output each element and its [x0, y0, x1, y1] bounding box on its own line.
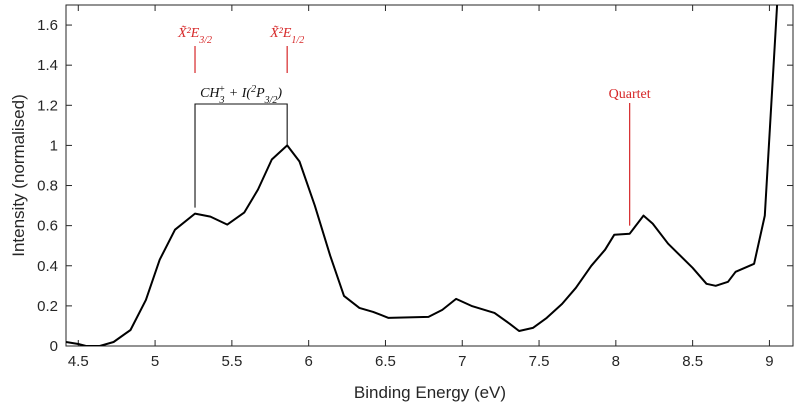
- x-tick-label: 6: [304, 353, 312, 370]
- x-tick-label: 9: [765, 353, 773, 370]
- x-tick-label: 8.5: [682, 353, 703, 370]
- annotation-bracket-label: CH3+ + I(2P3/2): [200, 84, 282, 106]
- y-axis-label: Intensity (normalised): [9, 94, 28, 257]
- y-tick-label: 0.8: [37, 178, 58, 195]
- y-tick-label: 0: [50, 338, 58, 355]
- axis-ticks: 4.5 5 5.5 6 6.5 7 7.5 8 8.5 9 0 0.2 0.4 0.6 0.8 1 1.2 1.4…: [37, 5, 793, 370]
- x-tick-label: 8: [612, 353, 620, 370]
- series-line: [66, 5, 779, 346]
- bracket-mid: + I(: [225, 86, 252, 101]
- y-tick-label: 0.2: [37, 298, 58, 315]
- bracket-sup2: 2: [251, 84, 256, 95]
- annotation-x2e32-main: X̃²E: [177, 25, 200, 41]
- x-tick-label: 6.5: [375, 353, 396, 370]
- annotations: X̃²E3/2 X̃²E1/2 Quartet CH3+ + I(2P3/2): [177, 25, 651, 226]
- bracket-end: ): [276, 86, 282, 101]
- x-tick-label: 5.5: [221, 353, 242, 370]
- y-tick-label: 1.6: [37, 17, 58, 34]
- bracket-p: P: [255, 86, 265, 101]
- x-axis-label: Binding Energy (eV): [354, 383, 506, 402]
- annotation-x2e32-sub: 3/2: [198, 35, 212, 46]
- y-tick-label: 1.4: [37, 57, 58, 74]
- y-tick-label: 0.6: [37, 218, 58, 235]
- plot-area: [65, 4, 794, 347]
- series-layer: [66, 5, 779, 346]
- annotation-x2e12: X̃²E1/2: [269, 25, 304, 46]
- annotation-x2e12-sub: 1/2: [291, 35, 304, 46]
- y-tick-label: 0.4: [37, 258, 58, 275]
- annotation-quartet: Quartet: [609, 87, 651, 102]
- y-tick-label: 1.2: [37, 97, 58, 114]
- x-tick-label: 5: [151, 353, 159, 370]
- annotation-x2e12-main: X̃²E: [269, 25, 292, 41]
- bracket-ch: CH: [200, 86, 220, 101]
- annotation-bracket: [194, 103, 288, 208]
- x-tick-label: 7.5: [529, 353, 550, 370]
- x-tick-label: 7: [458, 353, 466, 370]
- bracket-sub32: 3/2: [264, 95, 278, 106]
- bracket-sub3: 3: [219, 95, 225, 106]
- y-tick-label: 1: [50, 137, 58, 154]
- bracket-sup-plus: +: [219, 84, 226, 95]
- x-tick-label: 4.5: [68, 353, 89, 370]
- plot-frame: [65, 4, 794, 347]
- annotation-x2e32: X̃²E3/2: [177, 25, 212, 46]
